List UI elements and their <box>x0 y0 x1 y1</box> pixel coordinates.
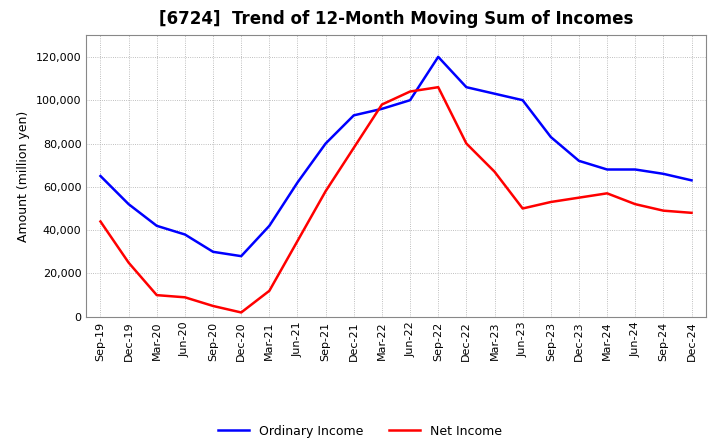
Ordinary Income <box>434 54 443 59</box>
Net Income <box>603 191 611 196</box>
Net Income <box>546 199 555 205</box>
Ordinary Income <box>490 91 499 96</box>
Net Income <box>687 210 696 216</box>
Net Income <box>631 202 639 207</box>
Ordinary Income <box>293 180 302 185</box>
Net Income <box>575 195 583 200</box>
Net Income <box>125 260 133 265</box>
Ordinary Income <box>659 171 667 176</box>
Ordinary Income <box>546 134 555 139</box>
Line: Net Income: Net Income <box>101 87 691 312</box>
Y-axis label: Amount (million yen): Amount (million yen) <box>17 110 30 242</box>
Net Income <box>237 310 246 315</box>
Net Income <box>181 295 189 300</box>
Ordinary Income <box>603 167 611 172</box>
Net Income <box>518 206 527 211</box>
Net Income <box>209 303 217 308</box>
Ordinary Income <box>687 178 696 183</box>
Ordinary Income <box>96 173 105 179</box>
Ordinary Income <box>377 106 386 111</box>
Ordinary Income <box>321 141 330 146</box>
Net Income <box>96 219 105 224</box>
Ordinary Income <box>462 84 471 90</box>
Ordinary Income <box>209 249 217 254</box>
Ordinary Income <box>575 158 583 164</box>
Ordinary Income <box>237 253 246 259</box>
Ordinary Income <box>181 232 189 237</box>
Net Income <box>659 208 667 213</box>
Ordinary Income <box>265 223 274 228</box>
Net Income <box>265 288 274 293</box>
Net Income <box>377 102 386 107</box>
Ordinary Income <box>518 98 527 103</box>
Line: Ordinary Income: Ordinary Income <box>101 57 691 256</box>
Net Income <box>293 238 302 244</box>
Net Income <box>406 89 415 94</box>
Ordinary Income <box>125 202 133 207</box>
Title: [6724]  Trend of 12-Month Moving Sum of Incomes: [6724] Trend of 12-Month Moving Sum of I… <box>159 10 633 28</box>
Net Income <box>434 84 443 90</box>
Net Income <box>153 293 161 298</box>
Ordinary Income <box>406 98 415 103</box>
Ordinary Income <box>631 167 639 172</box>
Net Income <box>349 145 358 150</box>
Net Income <box>490 169 499 174</box>
Net Income <box>321 188 330 194</box>
Legend: Ordinary Income, Net Income: Ordinary Income, Net Income <box>213 420 507 440</box>
Ordinary Income <box>153 223 161 228</box>
Net Income <box>462 141 471 146</box>
Ordinary Income <box>349 113 358 118</box>
